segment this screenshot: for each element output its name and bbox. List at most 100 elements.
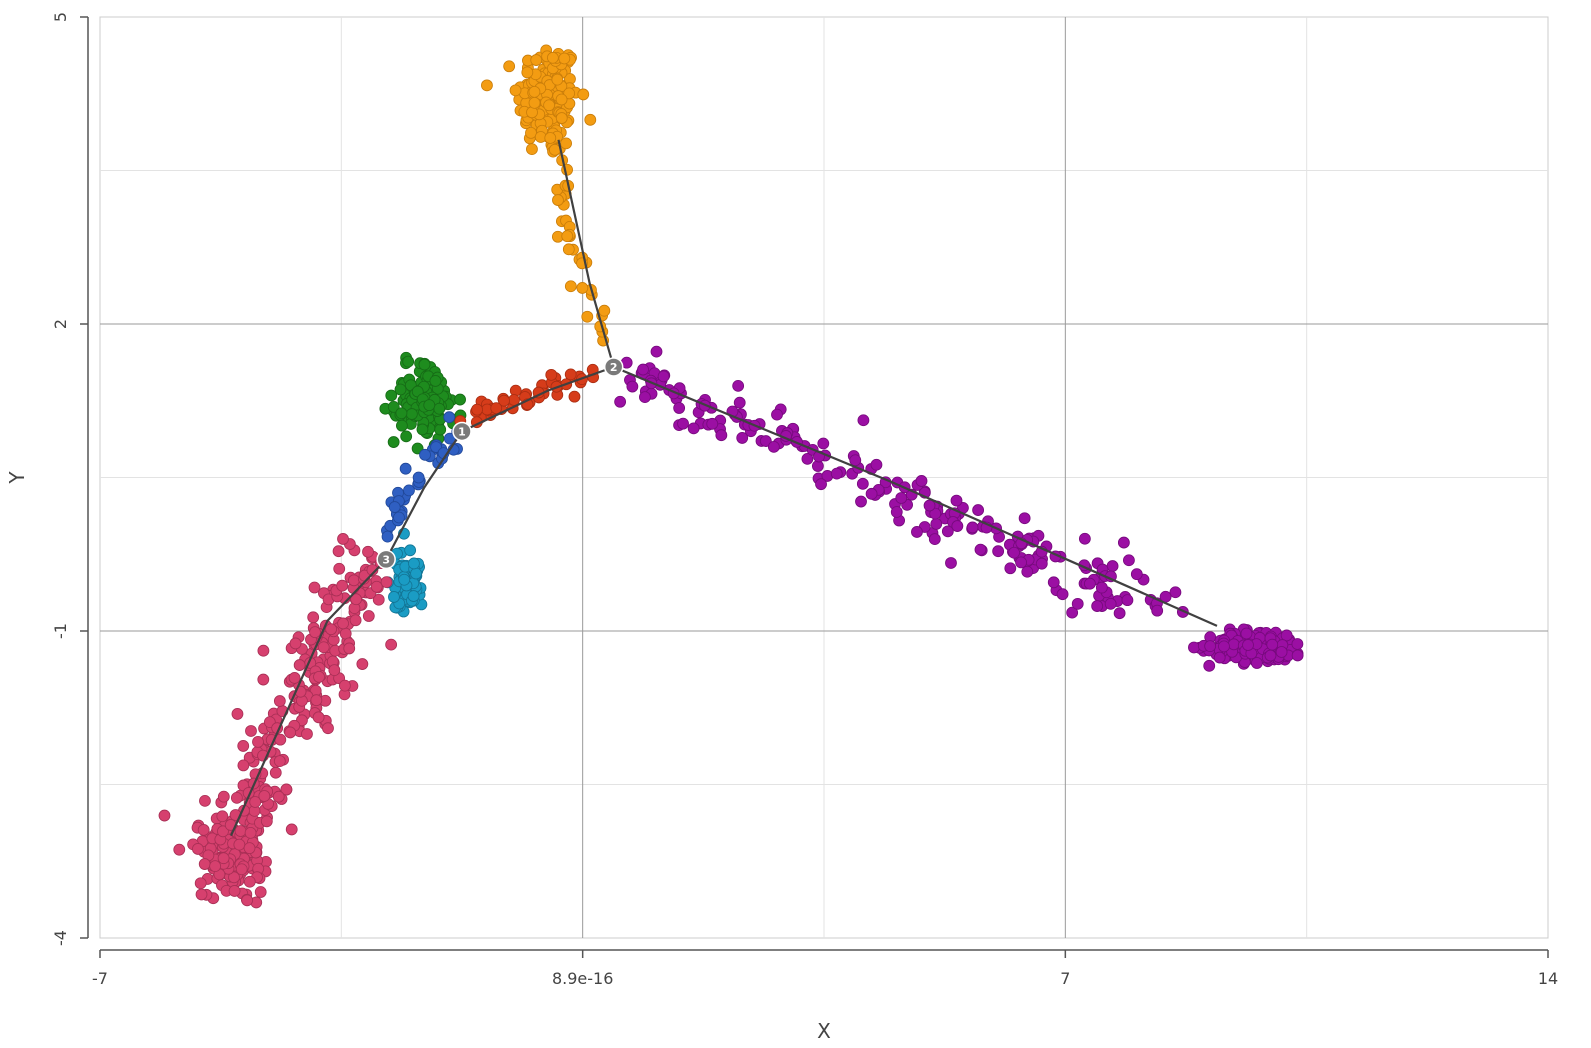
data-point xyxy=(313,670,325,683)
data-point xyxy=(285,823,298,836)
data-point xyxy=(923,499,936,512)
data-point xyxy=(237,740,250,752)
axes xyxy=(80,16,1549,958)
data-point xyxy=(1291,638,1304,650)
data-point xyxy=(1047,576,1060,589)
grid xyxy=(99,16,1549,939)
data-point xyxy=(443,432,456,445)
data-point xyxy=(241,894,254,907)
data-point xyxy=(1008,546,1020,559)
node-label: 1 xyxy=(458,425,466,438)
trajectory-node: 1 xyxy=(452,421,472,442)
data-point xyxy=(815,478,827,491)
data-point xyxy=(687,422,700,435)
data-point xyxy=(657,370,670,383)
data-point xyxy=(405,408,418,420)
data-point xyxy=(410,567,422,580)
data-point xyxy=(525,127,537,139)
data-point xyxy=(388,591,400,603)
y-tick-label: -4 xyxy=(51,930,70,946)
trajectory-nodes: 1 2 3 xyxy=(376,357,624,570)
data-point xyxy=(269,766,282,779)
data-point xyxy=(217,852,230,865)
data-point xyxy=(385,389,398,402)
data-point xyxy=(471,403,483,416)
data-point xyxy=(348,574,360,587)
data-point xyxy=(941,525,954,538)
data-point xyxy=(1275,646,1288,658)
data-point xyxy=(1242,639,1254,651)
x-tick-label: 7 xyxy=(1060,969,1070,988)
data-point xyxy=(387,400,400,413)
data-point xyxy=(396,419,408,432)
data-point xyxy=(349,614,362,627)
data-point xyxy=(273,695,286,707)
data-point xyxy=(528,96,541,109)
data-point xyxy=(199,794,211,807)
data-point xyxy=(1264,649,1277,662)
data-point xyxy=(930,518,943,530)
data-point xyxy=(1071,597,1084,610)
data-point xyxy=(1018,512,1031,525)
data-point xyxy=(258,790,271,802)
data-point xyxy=(1218,640,1230,653)
data-point xyxy=(322,722,334,735)
trajectory-segment xyxy=(461,365,615,433)
data-point xyxy=(328,664,341,676)
data-point xyxy=(598,304,611,317)
data-point xyxy=(301,728,313,740)
data-point xyxy=(370,580,383,593)
data-point xyxy=(972,504,985,516)
data-point xyxy=(1121,594,1134,607)
data-point xyxy=(945,557,957,569)
node-circle xyxy=(603,357,624,377)
data-point xyxy=(1280,629,1293,642)
data-point xyxy=(429,375,442,387)
data-point xyxy=(419,448,431,461)
data-point xyxy=(562,243,575,256)
data-point xyxy=(1056,588,1069,601)
data-point xyxy=(509,84,522,97)
data-point xyxy=(343,642,356,655)
data-point xyxy=(801,452,814,465)
data-point xyxy=(951,520,964,532)
data-point xyxy=(855,495,867,508)
data-point xyxy=(332,545,345,558)
data-point xyxy=(895,492,908,504)
data-point xyxy=(1203,659,1216,672)
data-point xyxy=(849,454,862,467)
data-point xyxy=(231,708,244,720)
data-point xyxy=(454,393,466,406)
data-point xyxy=(1066,606,1079,619)
data-point xyxy=(403,484,415,497)
y-tick-label: 2 xyxy=(51,319,70,329)
data-point xyxy=(555,93,568,106)
data-point xyxy=(1035,557,1048,570)
data-point xyxy=(498,394,510,407)
data-point xyxy=(1151,604,1164,617)
data-point xyxy=(584,113,597,126)
cluster-0 xyxy=(481,44,611,347)
data-point xyxy=(543,99,555,112)
data-point xyxy=(830,467,843,480)
cluster-3 xyxy=(381,411,464,543)
tick-labels: -7 8.9e-16 7 14 -4 -1 2 5 xyxy=(51,12,1558,988)
data-point xyxy=(1169,586,1182,599)
trajectory-segment xyxy=(557,139,615,368)
data-point xyxy=(217,790,230,803)
data-point xyxy=(736,432,749,444)
data-point xyxy=(929,507,942,520)
data-point xyxy=(1104,597,1117,610)
data-point xyxy=(530,54,543,66)
data-point xyxy=(915,475,928,487)
data-point xyxy=(385,638,398,651)
data-point xyxy=(217,825,229,838)
data-point xyxy=(228,885,241,897)
data-point xyxy=(243,875,256,888)
data-point xyxy=(381,530,394,543)
data-point xyxy=(366,564,379,576)
data-point xyxy=(317,641,330,654)
data-point xyxy=(911,526,923,538)
data-point xyxy=(197,824,210,836)
y-tick-label: 5 xyxy=(51,12,70,22)
